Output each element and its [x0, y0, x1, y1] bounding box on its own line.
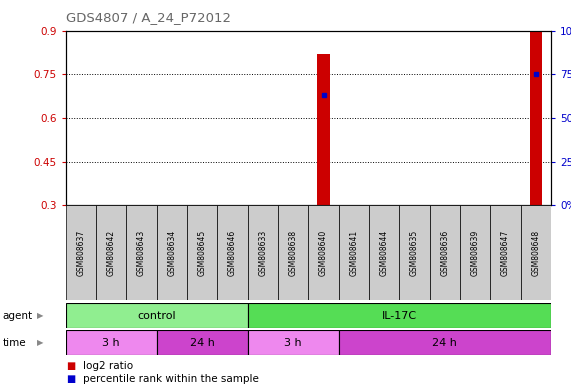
Bar — [156, 205, 187, 300]
Text: 24 h: 24 h — [432, 338, 457, 348]
Text: ■: ■ — [66, 361, 75, 371]
Text: GSM808637: GSM808637 — [77, 229, 85, 276]
Bar — [218, 205, 248, 300]
Bar — [248, 330, 339, 355]
Bar — [339, 330, 551, 355]
Bar — [308, 205, 339, 300]
Text: 3 h: 3 h — [102, 338, 120, 348]
Bar — [530, 0, 542, 205]
Text: GSM808634: GSM808634 — [167, 229, 176, 276]
Bar — [96, 205, 126, 300]
Text: agent: agent — [2, 311, 33, 321]
Bar — [126, 205, 156, 300]
Text: GDS4807 / A_24_P72012: GDS4807 / A_24_P72012 — [66, 12, 231, 25]
Text: GSM808635: GSM808635 — [410, 229, 419, 276]
Text: GSM808645: GSM808645 — [198, 229, 207, 276]
Text: GSM808636: GSM808636 — [440, 229, 449, 276]
Text: GSM808638: GSM808638 — [289, 229, 297, 276]
Text: 3 h: 3 h — [284, 338, 302, 348]
Text: GSM808642: GSM808642 — [107, 229, 116, 276]
Text: GSM808647: GSM808647 — [501, 229, 510, 276]
Bar — [399, 205, 430, 300]
Text: GSM808633: GSM808633 — [258, 229, 267, 276]
Bar — [369, 205, 399, 300]
Text: ▶: ▶ — [37, 311, 43, 320]
Text: time: time — [2, 338, 26, 348]
Text: GSM808640: GSM808640 — [319, 229, 328, 276]
Bar — [187, 205, 218, 300]
Text: log2 ratio: log2 ratio — [83, 361, 133, 371]
Bar — [317, 54, 329, 205]
Text: GSM808644: GSM808644 — [380, 229, 389, 276]
Text: GSM808648: GSM808648 — [532, 229, 540, 276]
Bar — [248, 303, 551, 328]
Text: ■: ■ — [66, 374, 75, 384]
Bar — [521, 205, 551, 300]
Bar — [66, 330, 156, 355]
Text: ▶: ▶ — [37, 338, 43, 347]
Text: GSM808646: GSM808646 — [228, 229, 237, 276]
Bar — [66, 205, 96, 300]
Bar — [430, 205, 460, 300]
Bar — [460, 205, 490, 300]
Text: GSM808643: GSM808643 — [137, 229, 146, 276]
Bar — [490, 205, 521, 300]
Bar — [66, 303, 248, 328]
Bar — [156, 330, 248, 355]
Text: control: control — [138, 311, 176, 321]
Text: GSM808641: GSM808641 — [349, 229, 359, 276]
Bar — [339, 205, 369, 300]
Bar — [248, 205, 278, 300]
Text: 24 h: 24 h — [190, 338, 215, 348]
Text: IL-17C: IL-17C — [382, 311, 417, 321]
Text: percentile rank within the sample: percentile rank within the sample — [83, 374, 259, 384]
Bar — [278, 205, 308, 300]
Text: GSM808639: GSM808639 — [471, 229, 480, 276]
